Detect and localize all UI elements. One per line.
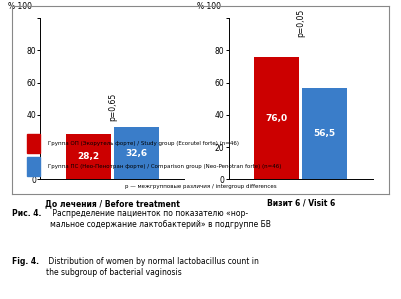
Text: Распределение пациенток по показателю «нор-
мальное содержание лактобактерий» в : Распределение пациенток по показателю «н… xyxy=(50,209,271,229)
Text: p — межгрупповые различия / intergroup differences: p — межгрупповые различия / intergroup d… xyxy=(125,184,276,189)
Text: p=0,65: p=0,65 xyxy=(108,93,117,121)
Text: 32,6: 32,6 xyxy=(125,149,148,158)
Text: Рис. 4.: Рис. 4. xyxy=(12,209,41,218)
Text: 76,0: 76,0 xyxy=(265,114,288,123)
Text: % 100: % 100 xyxy=(8,2,32,11)
Text: 56,5: 56,5 xyxy=(314,129,336,138)
Text: Группа ПС (Нео-Пенотран форте) / Comparison group (Neo-Penotran forte) (n=46): Группа ПС (Нео-Пенотран форте) / Compari… xyxy=(48,164,281,169)
Text: Группа ОП (Экорутель форте) / Study group (Ecorutel forte) (n=46): Группа ОП (Экорутель форте) / Study grou… xyxy=(48,141,239,146)
Bar xyxy=(302,88,347,179)
Bar xyxy=(27,157,40,176)
Text: Визит 6 / Visit 6: Визит 6 / Visit 6 xyxy=(267,199,335,208)
Bar xyxy=(114,127,159,179)
Text: До лечения / Before treatment: До лечения / Before treatment xyxy=(45,199,180,208)
Bar xyxy=(254,57,299,179)
Text: p=0,05: p=0,05 xyxy=(296,9,305,37)
Text: 28,2: 28,2 xyxy=(77,152,99,161)
Bar xyxy=(66,134,111,179)
Bar xyxy=(27,134,40,153)
Text: % 100: % 100 xyxy=(197,2,221,11)
Text: Distribution of women by normal lactobacillus count in
the subgroup of bacterial: Distribution of women by normal lactobac… xyxy=(46,257,259,277)
Text: Fig. 4.: Fig. 4. xyxy=(12,257,39,266)
